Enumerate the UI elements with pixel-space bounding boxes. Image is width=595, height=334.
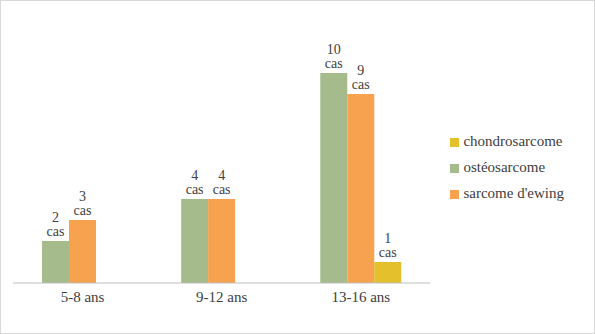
svg-text:13-16 ans: 13-16 ans	[331, 289, 390, 305]
svg-text:2cas: 2cas	[47, 210, 65, 239]
svg-text:4cas: 4cas	[186, 168, 204, 197]
svg-text:9cas: 9cas	[352, 63, 370, 92]
svg-text:1cas: 1cas	[379, 231, 397, 260]
html-text:ostéosarcome: ostéosarcome	[463, 159, 545, 175]
html-text:chondrosarcome: chondrosarcome	[463, 133, 563, 149]
svg-text:9-12 ans: 9-12 ans	[196, 289, 247, 305]
svg-text:5-8 ans: 5-8 ans	[61, 289, 105, 305]
svg-text:3cas: 3cas	[74, 189, 92, 218]
svg-text:4cas: 4cas	[213, 168, 231, 197]
html-text:sarcome d'ewing: sarcome d'ewing	[463, 185, 564, 201]
svg-text:10cas: 10cas	[325, 42, 343, 71]
